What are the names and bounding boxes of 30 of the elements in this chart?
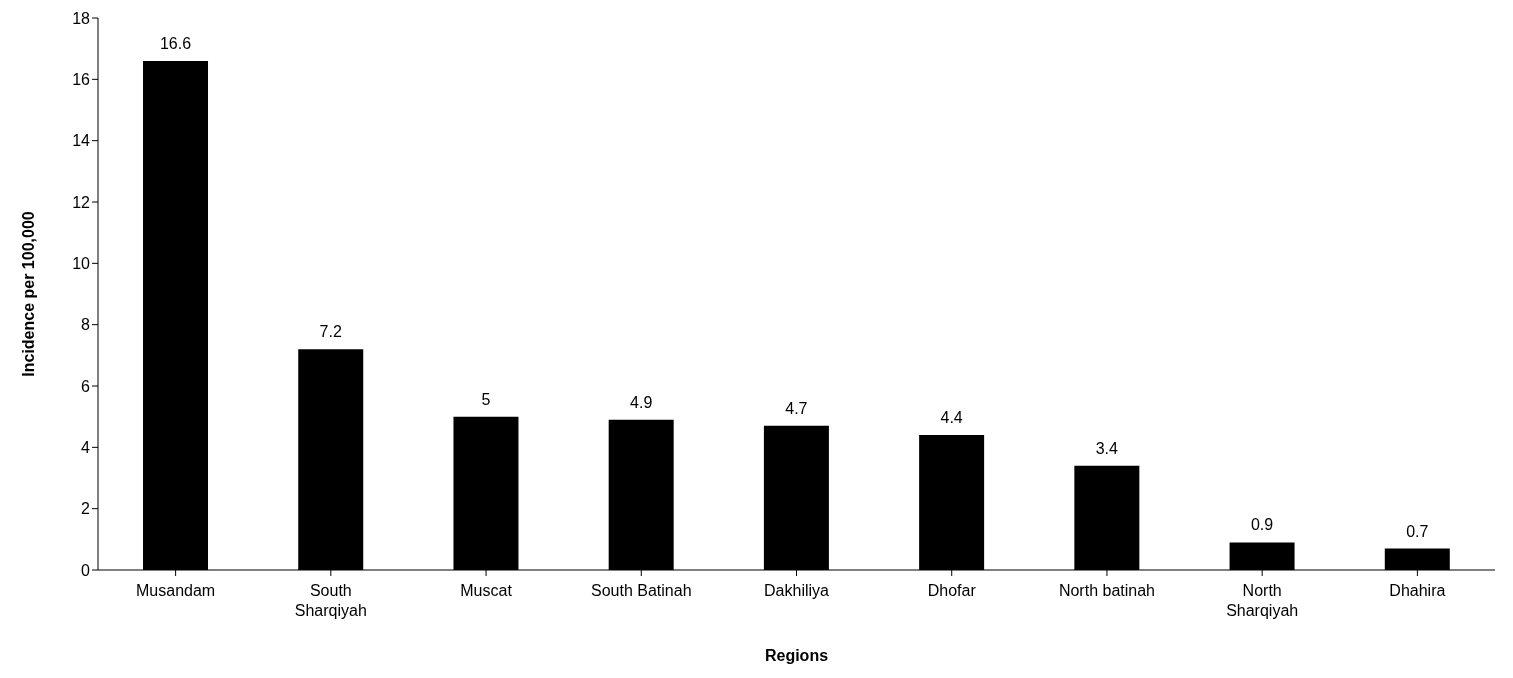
x-tick-label: South Sharqiyah — [294, 582, 367, 619]
data-label: 4.7 — [785, 399, 808, 417]
y-tick-label: 12 — [72, 193, 91, 211]
y-tick-label: 10 — [72, 255, 91, 273]
data-label: 0.9 — [1250, 516, 1274, 534]
data-label: 3.4 — [1095, 439, 1119, 457]
x-tick-label: Musandam — [136, 582, 216, 599]
y-tick-label: 16 — [72, 71, 91, 89]
y-tick-label: 18 — [72, 9, 91, 27]
x-tick-label: South Batinah — [591, 582, 692, 599]
x-tick-label: Dhahira — [1389, 582, 1446, 599]
y-tick-label: 2 — [81, 500, 91, 518]
data-label: 4.9 — [630, 393, 653, 411]
data-label: 7.2 — [319, 323, 342, 341]
y-tick-label: 0 — [81, 561, 91, 579]
y-tick-label: 6 — [81, 377, 91, 395]
x-axis-title: Regions — [764, 647, 829, 665]
x-tick-label: Muscat — [460, 582, 513, 599]
x-tick-label: North Sharqiyah — [1226, 582, 1299, 619]
y-tick-label: 4 — [81, 439, 91, 457]
x-tick-label: North batinah — [1058, 582, 1155, 599]
data-label: 5 — [481, 390, 491, 408]
y-tick-label: 8 — [81, 316, 91, 334]
data-label: 16.6 — [159, 34, 192, 52]
y-axis-title: Incidence per 100,000 — [19, 211, 37, 377]
x-tick-label: Dakhiliya — [764, 582, 830, 599]
x-tick-label: Dhofar — [927, 582, 977, 599]
data-label: 4.4 — [940, 409, 963, 427]
y-tick-label: 14 — [72, 132, 91, 150]
data-label: 0.7 — [1406, 522, 1429, 540]
